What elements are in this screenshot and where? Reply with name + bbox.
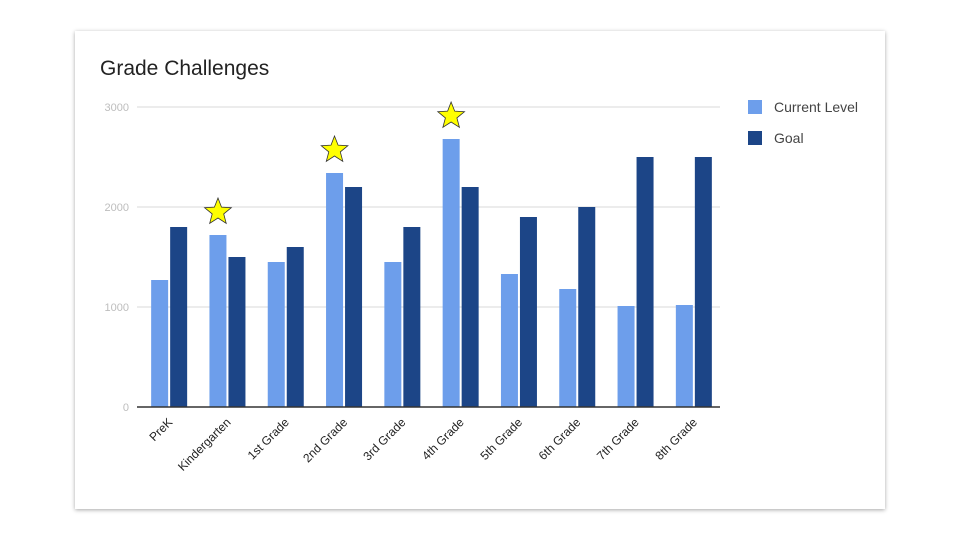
bar-current-level [675, 305, 693, 407]
star-icon [320, 134, 349, 163]
bar-current-level [326, 173, 344, 407]
x-tick-label: 5th Grade [477, 415, 525, 463]
x-tick-label: 4th Grade [419, 415, 467, 463]
bar-goal [345, 187, 363, 407]
x-tick-label: Kindergarten [175, 415, 233, 473]
y-tick-label: 0 [123, 402, 129, 414]
bar-goal [578, 207, 596, 407]
legend-item-goal: Goal [748, 130, 858, 146]
bar-current-level [209, 235, 227, 407]
chart-title: Grade Challenges [100, 57, 270, 80]
bar-goal [694, 157, 712, 407]
bar-goal [228, 257, 246, 407]
legend-swatch-goal [748, 131, 762, 145]
x-tick-label: 8th Grade [652, 415, 700, 463]
x-tick-label: 6th Grade [536, 415, 584, 463]
bar-current-level [267, 262, 285, 407]
bar-goal [461, 187, 479, 407]
bar-goal [519, 217, 537, 407]
bar-current-level [442, 139, 460, 407]
bar-current-level [617, 306, 635, 407]
legend-item-current-level: Current Level [748, 99, 858, 115]
bar-current-level [151, 280, 169, 407]
star-icon [436, 100, 466, 129]
bar-current-level [384, 262, 402, 407]
x-tick-label: 3rd Grade [360, 415, 408, 463]
x-tick-label: PreK [147, 415, 176, 444]
bar-goal [170, 227, 188, 407]
bar-goal [636, 157, 654, 407]
y-tick-label: 3000 [105, 102, 129, 114]
y-tick-label: 1000 [105, 302, 129, 314]
bar-current-level [500, 274, 518, 407]
x-tick-label: 7th Grade [594, 415, 642, 463]
legend-label-current-level: Current Level [774, 99, 859, 115]
y-tick-label: 2000 [105, 202, 129, 214]
bar-goal [286, 247, 304, 407]
bar-current-level [559, 289, 577, 407]
chart-legend: Current Level Goal [748, 99, 858, 161]
chart-card: Grade Challenges 0 1000 2000 3000 PreK Kinder… [75, 31, 885, 509]
bar-chart: 0 1000 2000 3000 PreK Kindergarten 1st Grade 2n… [105, 100, 720, 474]
x-tick-label: 1st Grade [245, 415, 292, 462]
x-tick-label: 2nd Grade [300, 415, 350, 465]
legend-swatch-current-level [748, 100, 762, 114]
bar-goal [403, 227, 421, 407]
star-icon [203, 196, 233, 225]
legend-label-goal: Goal [774, 130, 804, 146]
